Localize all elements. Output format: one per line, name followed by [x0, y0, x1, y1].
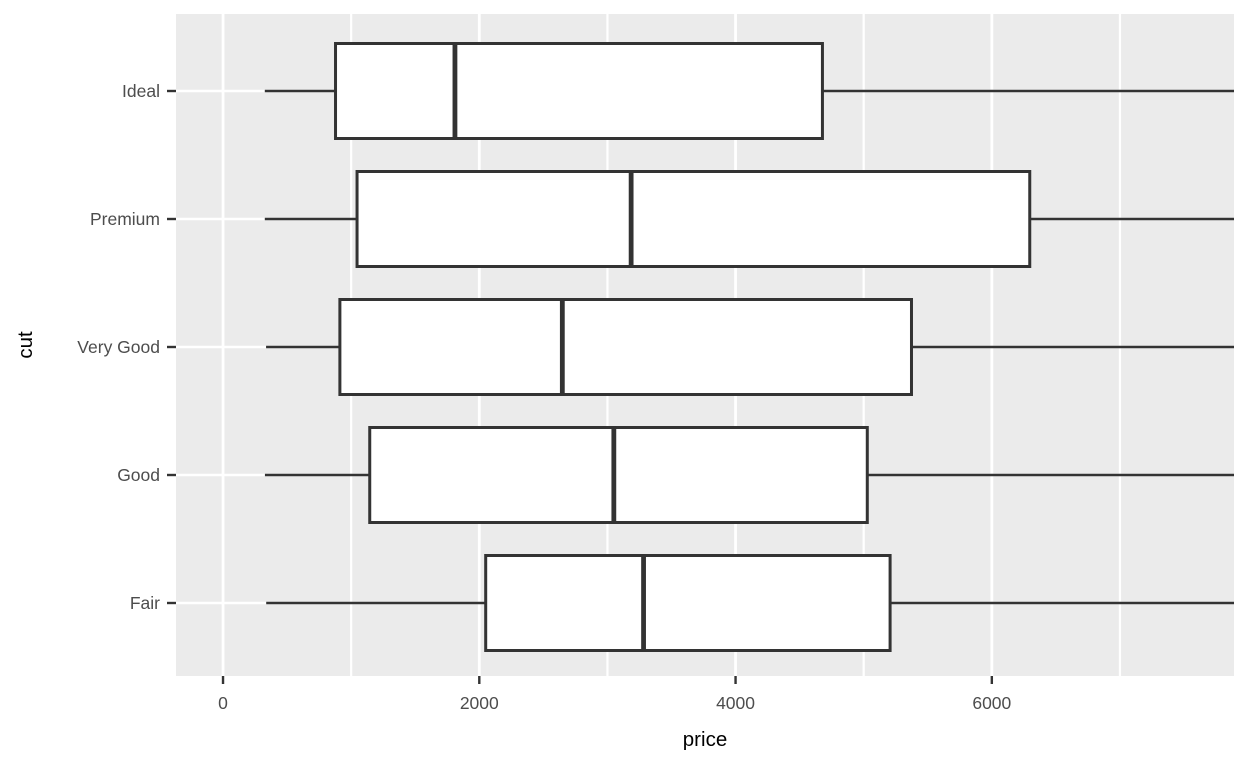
x-axis-title: price — [683, 728, 727, 751]
iqr-box — [368, 426, 869, 524]
iqr-box — [338, 298, 913, 396]
iqr-box — [484, 554, 892, 652]
x-tick-label: 4000 — [716, 693, 755, 713]
boxplot-very-good — [266, 298, 1234, 396]
y-tick-label: Good — [117, 465, 160, 485]
axis-ticks — [167, 89, 994, 684]
axis-labels: 0 2000 4000 6000 Ideal Premium Very Good Good Fa… — [77, 81, 1011, 713]
iqr-box — [355, 170, 1032, 268]
y-axis-title: cut — [14, 331, 37, 359]
y-tick-label: Very Good — [77, 337, 160, 357]
y-tick-label: Premium — [90, 209, 160, 229]
boxplot-fair — [266, 554, 1234, 652]
boxplot-premium — [264, 170, 1234, 268]
iqr-box — [334, 42, 824, 140]
boxplot-good — [264, 426, 1234, 524]
x-tick-label: 0 — [218, 693, 228, 713]
boxplot-ideal — [264, 42, 1234, 140]
x-tick-label: 2000 — [460, 693, 499, 713]
y-tick-label: Ideal — [122, 81, 160, 101]
y-tick-label: Fair — [130, 593, 160, 613]
x-tick-label: 6000 — [972, 693, 1011, 713]
boxplot-series — [264, 42, 1234, 652]
